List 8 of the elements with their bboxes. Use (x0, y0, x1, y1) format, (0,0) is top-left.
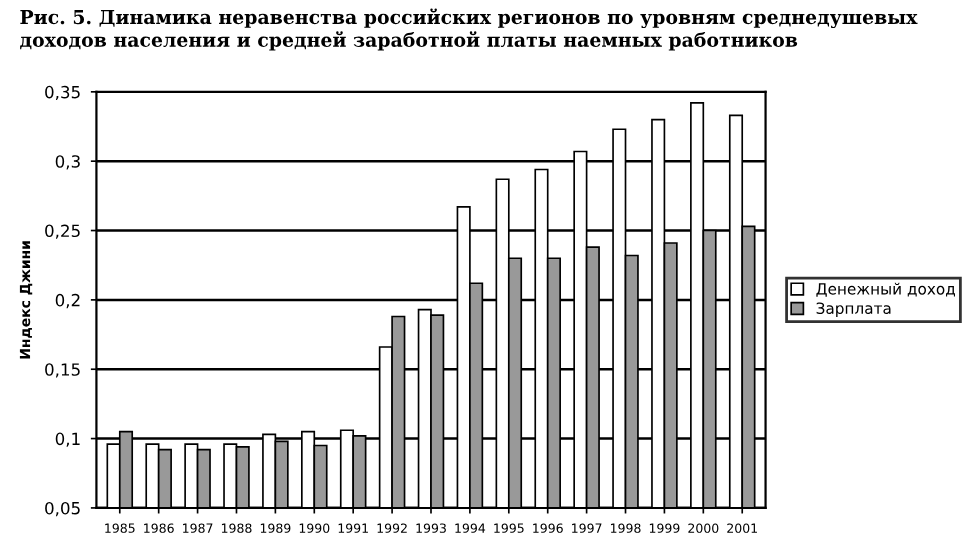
y-tick-label: 0,2 (55, 293, 80, 309)
y-tick-label: 0,1 (55, 432, 80, 447)
chart-title: Рис. 5. Динамика неравенства российских регионов по уровням среднедушевых доходов населения и средней заработной платы наемных работников (20, 8, 918, 51)
y-tick-label: 0,35 (45, 85, 80, 101)
y-tick-label: 0,25 (45, 224, 80, 239)
y-tick-label: 0,15 (45, 363, 80, 378)
y-tick-label: 0,3 (55, 155, 80, 170)
y-tick-label: 0,05 (45, 501, 80, 517)
